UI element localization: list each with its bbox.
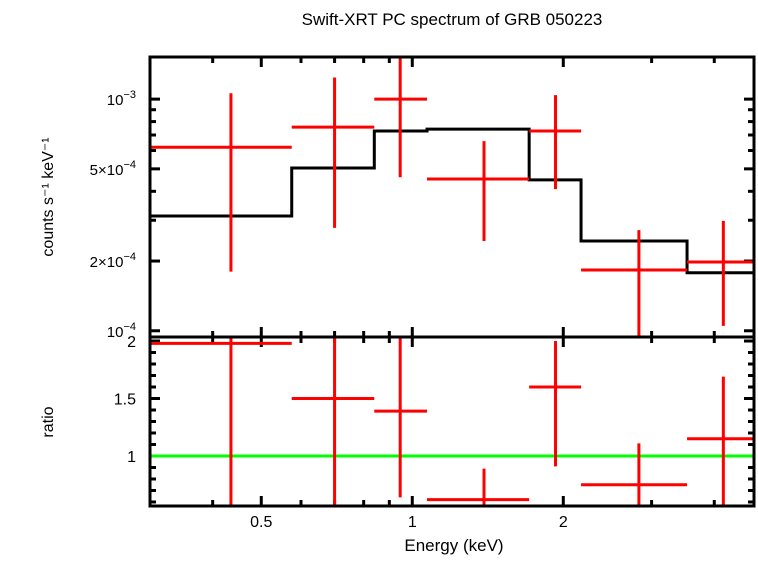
data-point: [374, 57, 428, 178]
data-point: [291, 77, 375, 228]
data-point: [427, 141, 530, 242]
x-axis-label: Energy (keV): [404, 536, 503, 555]
y-tick-label: 10−3: [107, 89, 136, 109]
y-tick-label: 5×10−4: [90, 159, 136, 179]
data-point: [529, 95, 582, 190]
ratio-point: [687, 376, 754, 506]
y-tick-label: 2: [127, 334, 136, 351]
top-panel-frame: [148, 55, 756, 339]
x-tick-label: 2: [559, 514, 568, 531]
ratio-point: [529, 341, 582, 467]
y-axis-label-bottom: ratio: [40, 406, 57, 437]
model-step-line: [150, 127, 754, 275]
y-tick-label: 2×10−4: [90, 251, 136, 271]
ratio-point: [291, 337, 375, 506]
ratio-point: [581, 443, 688, 506]
x-tick-label: 1: [408, 514, 417, 531]
y-tick-label: 1: [127, 449, 136, 466]
ratio-point: [150, 337, 292, 506]
x-tick-label: 0.5: [250, 514, 272, 531]
bottom-panel-frame: [148, 335, 756, 508]
y-tick-label: 10−4: [107, 321, 136, 341]
chart-title: Swift-XRT PC spectrum of GRB 050223: [302, 10, 603, 29]
ratio-point: [374, 337, 428, 498]
y-tick-label: 1.5: [114, 392, 136, 409]
y-axis-label-top: counts s⁻¹ keV⁻¹: [40, 137, 57, 256]
data-point: [150, 93, 292, 272]
data-point: [581, 230, 688, 337]
data-point: [687, 220, 754, 326]
